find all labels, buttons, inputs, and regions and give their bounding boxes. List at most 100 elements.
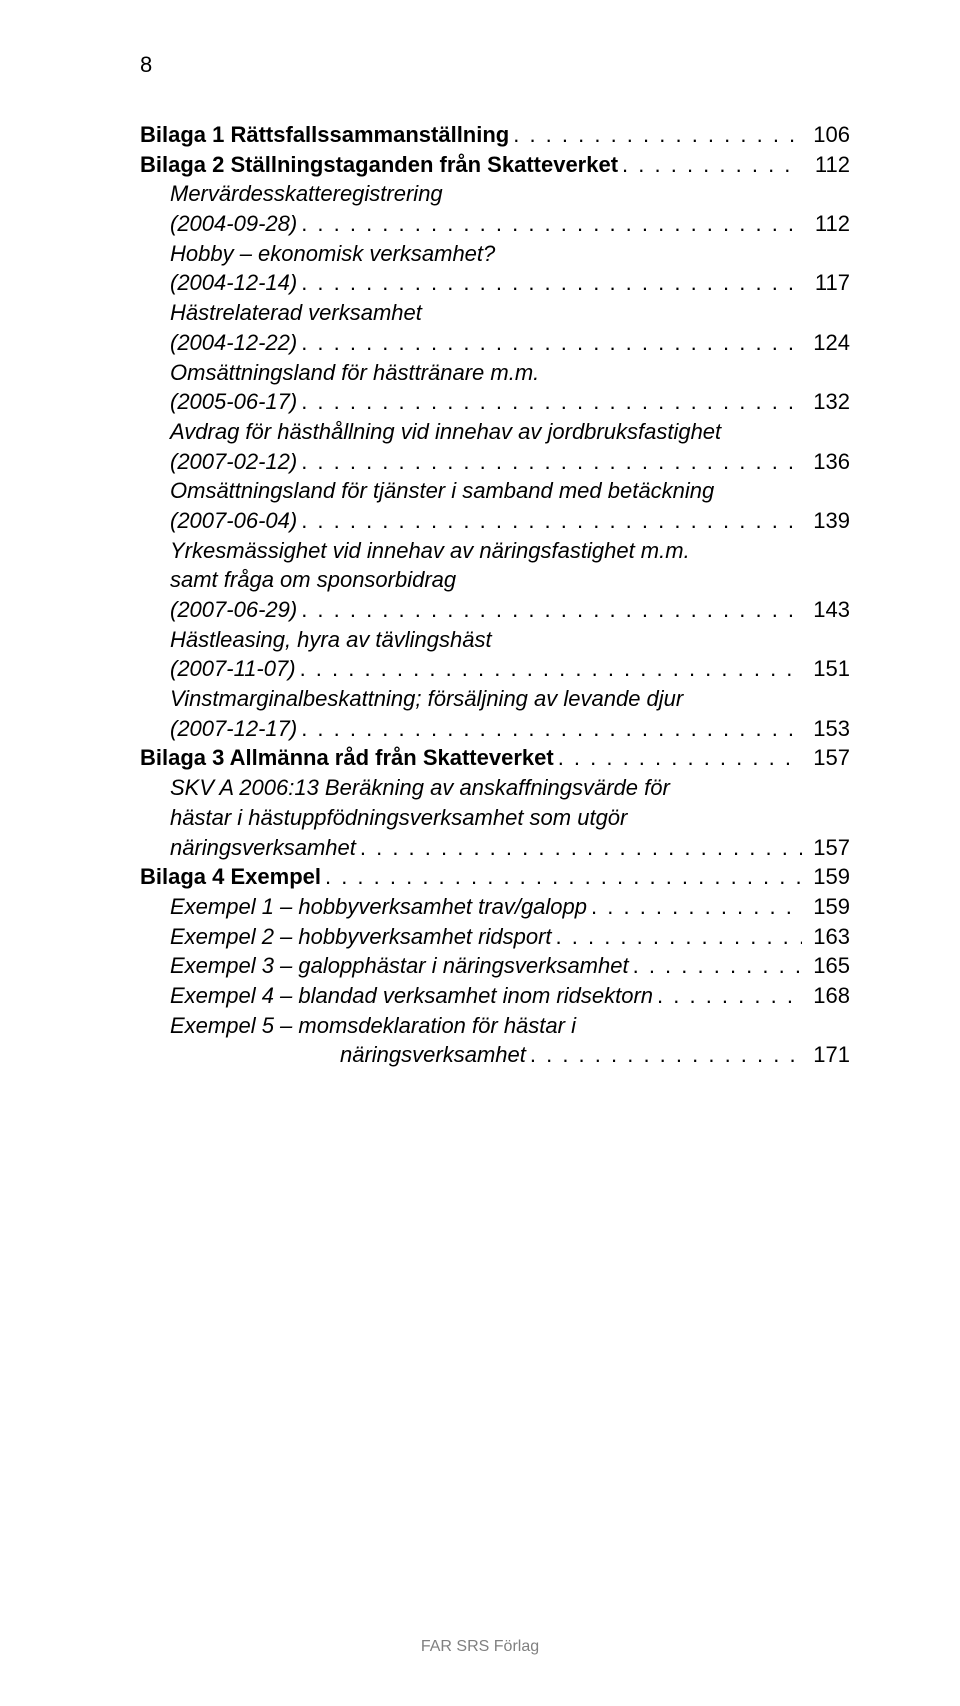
toc-entry-label: Exempel 1 – hobbyverksamhet trav/galopp [140,892,587,922]
toc-row: SKV A 2006:13 Beräkning av anskaffningsv… [140,773,850,803]
toc-row: Bilaga 1 Rättsfallssammanställning 106 [140,120,850,150]
toc-row: (2004-12-22) 124 [140,328,850,358]
toc-entry-label: Bilaga 1 Rättsfallssammanställning [140,120,509,150]
toc-entry-page: 132 [802,387,850,417]
toc-row: Exempel 5 – momsdeklaration för hästar i [140,1011,850,1041]
toc-leader-dots [509,120,802,150]
toc-row: Hobby – ekonomisk verksamhet? [140,239,850,269]
toc-row: Avdrag för hästhållning vid innehav av j… [140,417,850,447]
toc-entry-label: Bilaga 3 Allmänna råd från Skatteverket [140,743,554,773]
toc-entry-label: Hästleasing, hyra av tävlingshäst [140,625,492,655]
toc-entry-label: SKV A 2006:13 Beräkning av anskaffningsv… [140,773,670,803]
toc-entry-label: (2004-12-22) [140,328,297,358]
toc-leader-dots [356,833,802,863]
toc-entry-label: Hobby – ekonomisk verksamhet? [140,239,495,269]
toc-row: (2007-02-12)136 [140,447,850,477]
toc-leader-dots [629,951,802,981]
toc-entry-page: 163 [802,922,850,952]
toc-entry-label: Omsättningsland för hästtränare m.m. [140,358,539,388]
toc-entry-label: Exempel 5 – momsdeklaration för hästar i [140,1011,576,1041]
toc-row: (2004-09-28) 112 [140,209,850,239]
toc-row: Bilaga 4 Exempel 159 [140,862,850,892]
toc-leader-dots [554,743,802,773]
toc-leader-dots [552,922,802,952]
toc-entry-page: 157 [802,743,850,773]
toc-row: Omsättningsland för hästtränare m.m. [140,358,850,388]
toc-leader-dots [297,209,802,239]
toc-leader-dots [653,981,802,1011]
toc-entry-label: Omsättningsland för tjänster i samband m… [140,476,714,506]
toc-leader-dots [297,268,802,298]
toc-leader-dots [526,1040,802,1070]
toc-row: Omsättningsland för tjänster i samband m… [140,476,850,506]
toc-row: Vinstmarginalbeskattning; försäljning av… [140,684,850,714]
toc-row: Exempel 2 – hobbyverksamhet ridsport 163 [140,922,850,952]
toc-leader-dots [587,892,802,922]
toc-entry-label: (2007-11-07) [140,654,296,684]
toc-entry-page: 106 [802,120,850,150]
toc-leader-dots [297,447,802,477]
toc-entry-label: (2004-09-28) [140,209,297,239]
toc-row: Exempel 4 – blandad verksamhet inom rids… [140,981,850,1011]
toc-row: (2007-06-04) 139 [140,506,850,536]
toc-entry-label: (2007-06-04) [140,506,297,536]
toc-row: Yrkesmässighet vid innehav av näringsfas… [140,536,850,566]
toc-entry-label: Exempel 3 – galopphästar i näringsverksa… [140,951,629,981]
toc-row: Exempel 3 – galopphästar i näringsverksa… [140,951,850,981]
toc-entry-label: Vinstmarginalbeskattning; försäljning av… [140,684,683,714]
toc-entry-label: (2005-06-17) [140,387,297,417]
toc-entry-label: (2007-06-29) [140,595,297,625]
toc-entry-page: 157 [802,833,850,863]
toc-entry-label: (2007-12-17) [140,714,297,744]
toc-entry-page: 159 [802,862,850,892]
toc-entry-label: Hästrelaterad verksamhet [140,298,422,328]
page-number: 8 [140,52,152,78]
toc-row: Bilaga 2 Ställningstaganden från Skattev… [140,150,850,180]
toc-leader-dots [297,595,802,625]
toc-row: (2007-12-17)153 [140,714,850,744]
toc-entry-page: 124 [802,328,850,358]
toc-row: Mervärdesskatteregistrering [140,179,850,209]
toc-entry-page: 117 [802,268,850,298]
toc-entry-label: Bilaga 4 Exempel [140,862,321,892]
table-of-contents: Bilaga 1 Rättsfallssammanställning106Bil… [140,120,850,1070]
toc-entry-label: Avdrag för hästhållning vid innehav av j… [140,417,721,447]
toc-entry-page: 165 [802,951,850,981]
toc-entry-page: 143 [802,595,850,625]
toc-row: näringsverksamhet 157 [140,833,850,863]
toc-row: Hästrelaterad verksamhet [140,298,850,328]
toc-leader-dots [297,506,802,536]
toc-entry-label: (2007-02-12) [140,447,297,477]
toc-entry-label: Exempel 2 – hobbyverksamhet ridsport [140,922,552,952]
toc-leader-dots [297,387,802,417]
toc-row: (2004-12-14) 117 [140,268,850,298]
toc-entry-page: 139 [802,506,850,536]
toc-entry-label: Bilaga 2 Ställningstaganden från Skattev… [140,150,618,180]
toc-entry-label: näringsverksamhet [140,833,356,863]
toc-leader-dots [296,654,802,684]
toc-leader-dots [618,150,802,180]
toc-entry-page: 112 [802,209,850,239]
toc-row: (2007-11-07) 151 [140,654,850,684]
toc-entry-page: 159 [802,892,850,922]
toc-leader-dots [297,328,802,358]
toc-entry-page: 151 [802,654,850,684]
document-page: 8 Bilaga 1 Rättsfallssammanställning106B… [0,0,960,1706]
toc-row: Exempel 1 – hobbyverksamhet trav/galopp 1… [140,892,850,922]
toc-entry-label: Yrkesmässighet vid innehav av näringsfas… [140,536,690,566]
toc-entry-page: 168 [802,981,850,1011]
toc-row: (2007-06-29) 143 [140,595,850,625]
toc-entry-label: samt fråga om sponsorbidrag [140,565,456,595]
toc-entry-page: 171 [802,1040,850,1070]
toc-row: (2005-06-17) 132 [140,387,850,417]
footer-publisher: FAR SRS Förlag [0,1638,960,1656]
toc-leader-dots [321,862,802,892]
toc-entry-label: (2004-12-14) [140,268,297,298]
toc-entry-label: hästar i hästuppfödningsverksamhet som u… [140,803,627,833]
toc-row: Bilaga 3 Allmänna råd från Skatteverket 1… [140,743,850,773]
toc-row: näringsverksamhet 171 [140,1040,850,1070]
toc-row: Hästleasing, hyra av tävlingshäst [140,625,850,655]
toc-entry-label: näringsverksamhet [140,1040,526,1070]
toc-entry-label: Mervärdesskatteregistrering [140,179,443,209]
toc-row: samt fråga om sponsorbidrag [140,565,850,595]
